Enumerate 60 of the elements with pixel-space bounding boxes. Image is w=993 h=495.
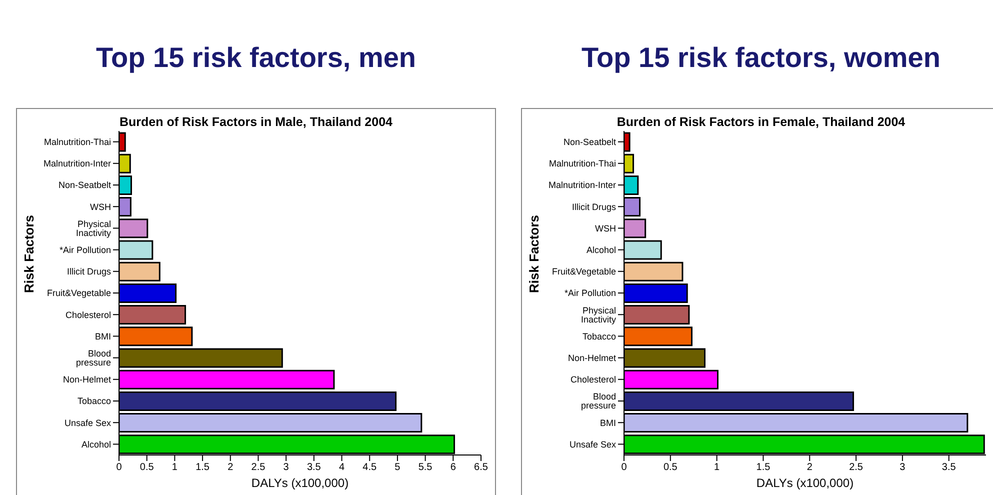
x-tick-label: 1.5 xyxy=(756,462,771,474)
x-tick-label: 3.5 xyxy=(306,462,322,474)
y-tick-label: Tobacco xyxy=(77,396,111,406)
x-tick-label: 6 xyxy=(450,462,456,474)
y-tick-label: Physical Inactivity xyxy=(580,305,616,324)
x-tick-label: 1 xyxy=(714,462,720,474)
y-tick-label: WSH xyxy=(595,223,616,234)
y-tick-label: Physical Inactivity xyxy=(76,218,112,238)
y-tick-label: BMI xyxy=(600,418,616,428)
y-tick-label: WSH xyxy=(90,202,111,212)
x-tick-label: 5 xyxy=(394,462,401,474)
y-axis-title: Risk Factors xyxy=(22,214,37,293)
y-tick-label: Unsafe Sex xyxy=(64,418,112,428)
x-axis-title: DALYs (x100,000) xyxy=(251,476,349,490)
chart-title: Top 15 risk factors, men xyxy=(94,41,418,75)
y-tick-label: Blood pressure xyxy=(76,348,111,368)
y-axis-title: Risk Factors xyxy=(526,214,542,293)
y-tick-label: Non-Helmet xyxy=(62,374,112,385)
x-tick-label: 2.5 xyxy=(849,462,864,474)
chart-subtitle: Burden of Risk Factors in Female, Thailand 2004 xyxy=(616,115,906,129)
x-tick-label: 3 xyxy=(283,462,290,474)
y-tick-label: BMI xyxy=(94,331,111,342)
y-tick-label: Cholesterol xyxy=(65,310,111,320)
x-tick-label: 0.5 xyxy=(663,462,678,474)
x-tick-label: 3.5 xyxy=(942,462,956,474)
y-tick-label: Malnutrition-Thai xyxy=(44,136,111,147)
x-tick-label: 2.5 xyxy=(251,462,266,474)
y-tick-label: Blood pressure xyxy=(580,392,616,411)
x-tick-label: 0.5 xyxy=(140,462,154,474)
y-tick-label: Alcohol xyxy=(586,244,616,255)
x-tick-label: 2 xyxy=(806,462,813,474)
y-tick-label: *Air Pollution xyxy=(59,244,111,255)
y-tick-label: Malnutrition-Thai xyxy=(548,158,616,169)
y-tick-label: Non-Seatbelt xyxy=(58,180,112,190)
y-tick-label: Non-Helmet xyxy=(568,352,616,363)
y-tick-label: *Air Pollution xyxy=(564,288,616,298)
y-tick-label: Unsafe Sex xyxy=(569,439,616,450)
y-tick-label: Cholesterol xyxy=(570,374,616,385)
y-tick-label: Tobacco xyxy=(582,331,616,342)
x-tick-label: 0 xyxy=(116,462,122,474)
y-tick-label: Non-Seatbelt xyxy=(563,136,616,147)
y-tick-label: Illicit Drugs xyxy=(66,266,112,277)
chart-title: Top 15 risk factors, women xyxy=(580,41,942,75)
x-axis-title: DALYs (x100,000) xyxy=(756,476,854,490)
y-tick-label: Malnutrition-Inter xyxy=(548,180,616,190)
x-tick-label: 4.5 xyxy=(362,462,377,474)
x-tick-label: 4 xyxy=(338,462,345,474)
x-tick-label: 3 xyxy=(900,462,906,474)
x-tick-label: 0 xyxy=(621,462,628,474)
y-tick-label: Alcohol xyxy=(81,439,111,450)
x-tick-label: 6.5 xyxy=(474,462,488,474)
x-tick-label: 1 xyxy=(172,462,178,474)
x-tick-label: 5.5 xyxy=(418,462,433,474)
x-tick-label: 1.5 xyxy=(196,462,210,474)
y-tick-label: Malnutrition-Inter xyxy=(43,158,111,169)
y-tick-label: Fruit&Vegetable xyxy=(46,288,111,298)
y-tick-label: Fruit&Vegetable xyxy=(552,266,616,277)
y-tick-label: Illicit Drugs xyxy=(572,202,616,212)
chart-subtitle: Burden of Risk Factors in Male, Thailand 2004 xyxy=(118,115,394,129)
x-tick-label: 2 xyxy=(228,462,234,474)
